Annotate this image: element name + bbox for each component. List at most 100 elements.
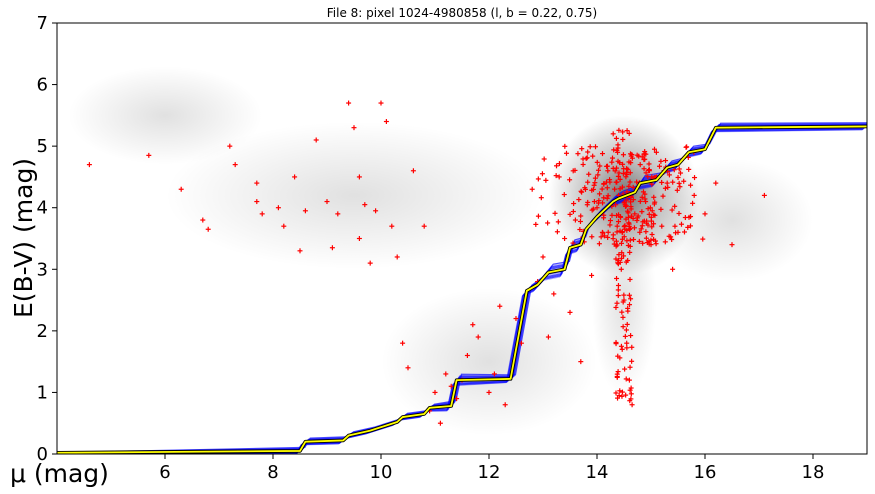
star-marker [614,213,620,219]
star-marker [389,223,395,229]
star-marker [669,207,675,213]
star-marker [640,240,646,246]
star-marker [676,166,682,172]
star-marker [410,168,416,174]
star-marker [653,149,659,155]
star-marker [627,302,633,308]
star-marker [205,226,211,232]
star-marker [607,222,613,228]
star-marker [623,376,629,382]
star-marker [599,151,605,157]
star-marker [572,217,578,223]
x-tick-label: 16 [694,462,717,483]
star-marker [658,206,664,212]
star-marker [626,377,632,383]
star-marker [676,180,682,186]
star-marker [254,199,260,205]
star-marker [620,161,626,167]
star-marker [275,205,281,211]
star-marker [232,162,238,168]
star-marker [254,180,260,186]
star-marker [676,210,682,216]
y-tick-label: 0 [37,444,48,465]
star-marker [620,314,626,320]
x-tick-label: 6 [159,462,170,483]
star-marker [577,227,583,233]
star-marker [620,324,626,330]
star-marker [627,276,633,282]
star-marker [613,238,619,244]
star-marker [598,234,604,240]
star-marker [651,146,657,152]
star-marker [639,194,645,200]
star-marker [675,174,681,180]
star-marker [615,395,621,401]
star-marker [629,402,635,408]
star-marker [617,388,623,394]
star-marker [599,186,605,192]
star-marker [619,309,625,315]
star-marker [302,208,308,214]
star-marker [646,211,652,217]
star-marker [628,396,634,402]
star-marker [619,229,625,235]
star-marker [642,196,648,202]
star-marker [616,252,622,258]
star-marker [437,420,443,426]
star-marker [662,185,668,191]
star-marker [562,236,568,241]
star-marker [585,179,591,185]
x-tick-label: 8 [267,462,278,483]
star-marker [618,266,624,272]
star-marker [669,237,675,243]
star-marker [555,219,561,225]
star-marker [615,353,621,359]
star-marker [591,182,597,188]
star-marker [615,287,621,293]
star-marker [648,214,654,220]
star-marker [614,179,620,185]
star-marker [659,223,665,229]
star-marker [609,159,615,165]
star-marker [594,159,600,165]
star-marker [665,184,671,190]
star-marker [475,334,481,340]
star-marker [596,167,602,173]
star-marker [683,144,689,150]
star-marker [687,223,693,229]
star-marker [646,161,652,167]
star-marker [464,352,470,358]
star-marker [643,170,649,176]
star-marker [646,241,652,247]
star-marker [623,174,629,180]
star-marker [329,245,335,251]
star-marker [626,220,632,226]
star-marker [614,300,620,306]
star-marker [497,303,503,309]
star-marker [651,221,657,227]
star-marker [618,214,624,220]
star-marker [649,208,655,214]
star-marker [454,396,460,402]
star-marker [259,211,265,217]
star-marker [610,155,616,161]
star-marker [626,183,632,189]
star-marker [577,218,583,224]
star-marker [614,275,620,281]
star-marker [628,199,634,205]
star-marker [624,340,630,346]
star-marker [646,167,652,173]
star-marker [630,197,636,203]
star-marker [615,369,621,375]
star-marker [432,389,438,395]
star-marker [553,173,559,179]
star-marker [541,156,547,162]
star-marker [629,358,635,364]
star-marker [648,237,654,243]
star-marker [518,340,524,346]
star-marker [623,392,629,398]
star-marker [637,198,643,204]
star-marker [607,218,613,224]
star-marker [637,229,643,235]
